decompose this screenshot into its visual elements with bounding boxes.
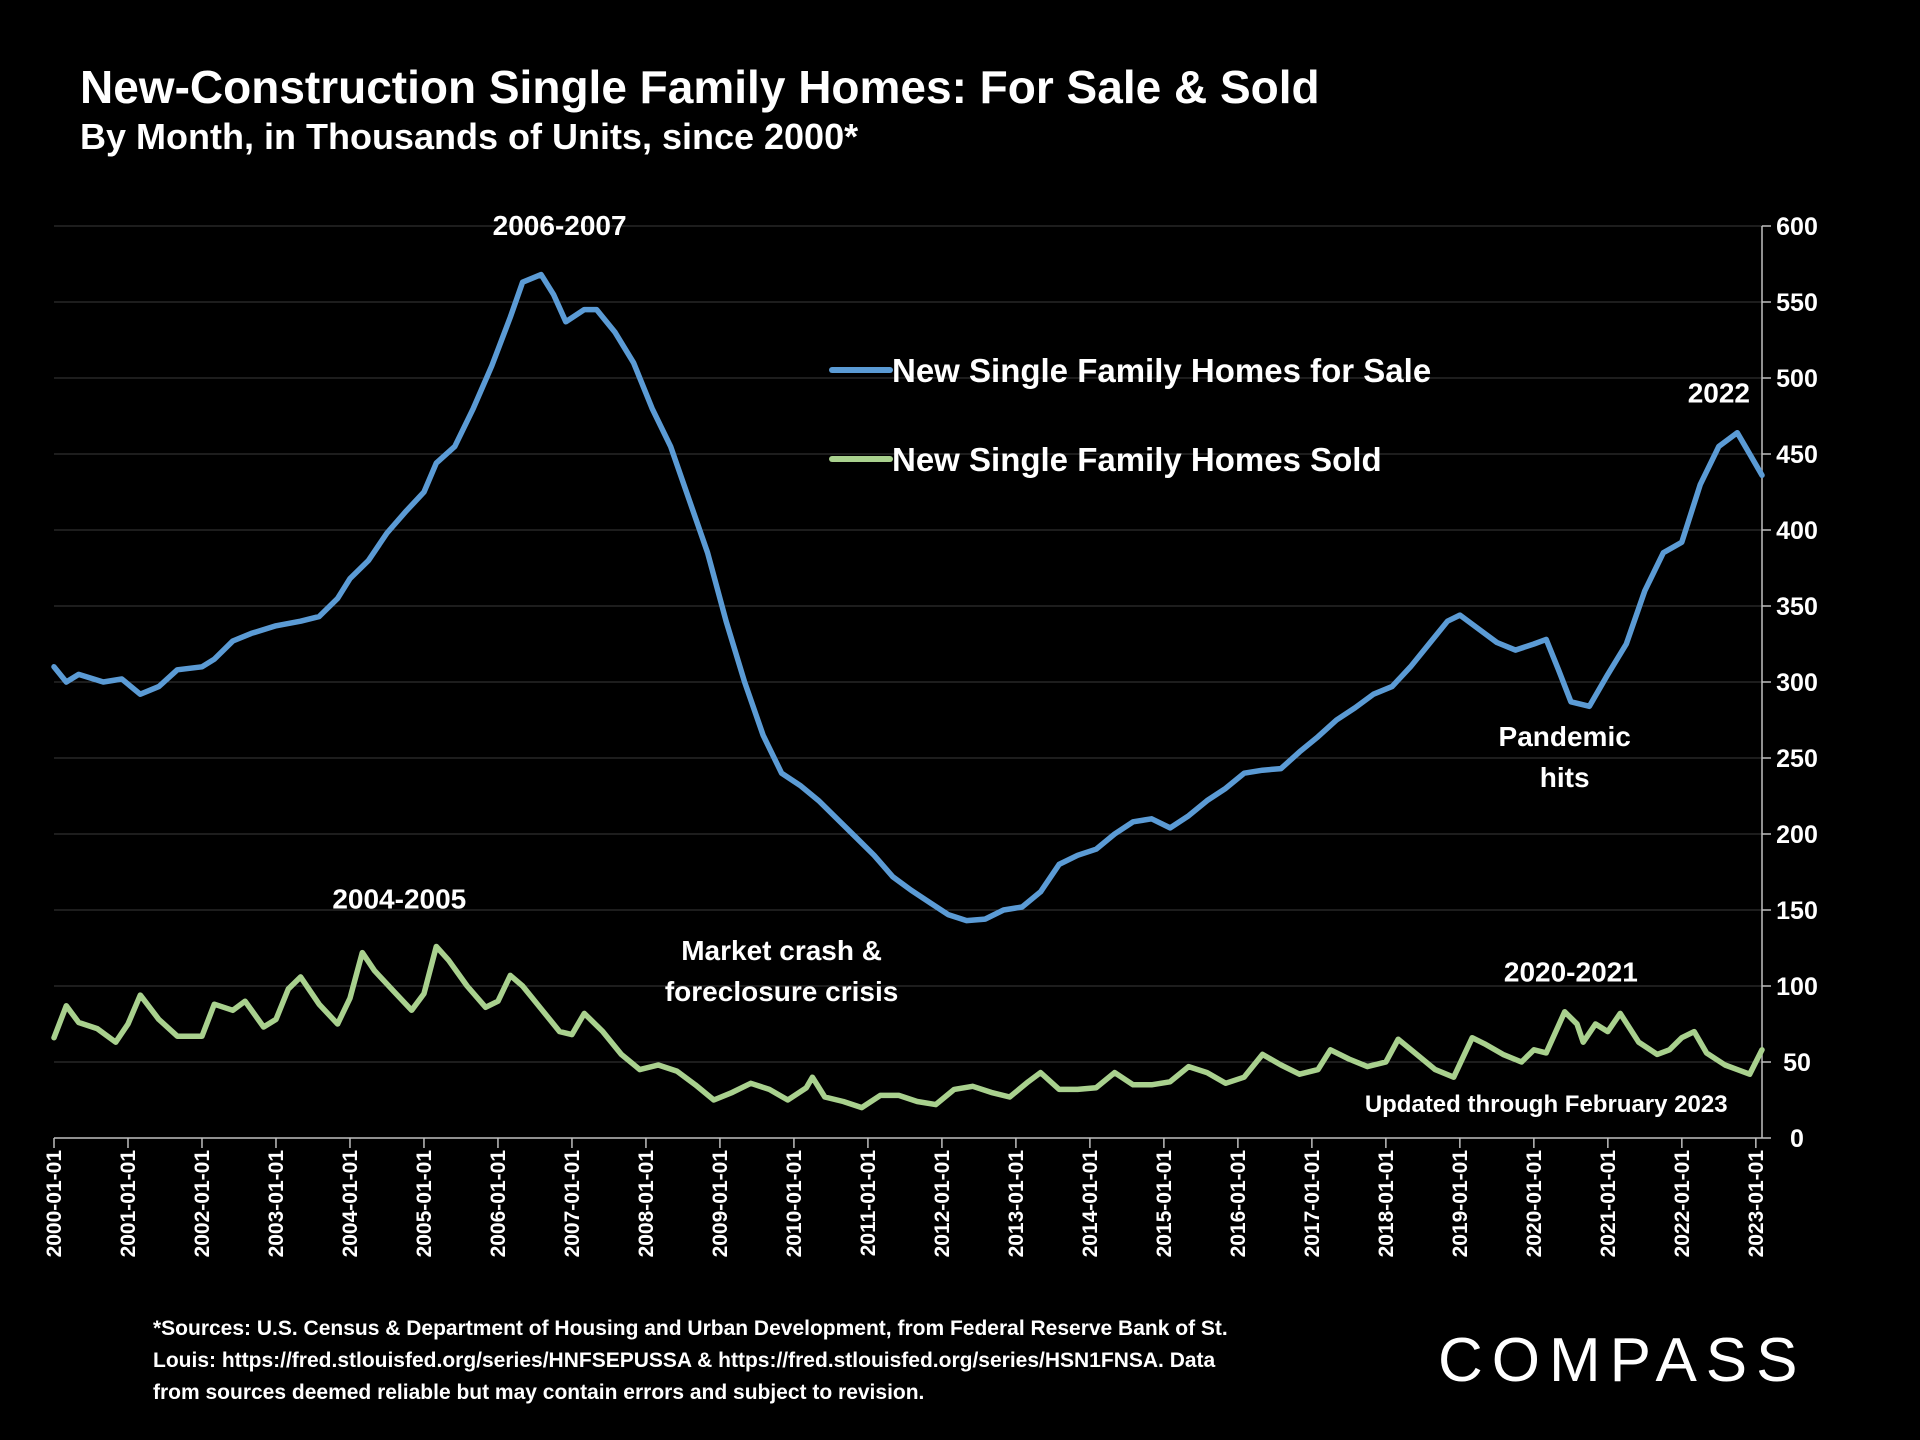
legend-label: New Single Family Homes for Sale: [892, 352, 1431, 389]
x-tick-label: 2000-01-01: [43, 1150, 66, 1258]
y-tick-label: 500: [1776, 365, 1818, 393]
chart-annotation: foreclosure crisis: [665, 976, 898, 1007]
chart-annotation: 2006-2007: [493, 210, 627, 241]
x-tick-label: 2014-01-01: [1079, 1150, 1102, 1258]
series-line-for-sale: [51, 271, 1765, 924]
x-tick-label: 2007-01-01: [561, 1150, 584, 1258]
x-tick-label: 2008-01-01: [635, 1150, 658, 1258]
y-tick-label: 400: [1776, 517, 1818, 545]
x-tick-label: 2003-01-01: [265, 1150, 288, 1258]
chart-annotation: Pandemic: [1499, 721, 1631, 752]
legend-label: New Single Family Homes Sold: [892, 441, 1382, 478]
x-tick-label: 2012-01-01: [931, 1150, 954, 1258]
x-tick-label: 2022-01-01: [1671, 1150, 1694, 1258]
chart-annotation: 2004-2005: [332, 883, 466, 914]
chart-annotation: 2020-2021: [1504, 956, 1638, 987]
x-tick-label: 2019-01-01: [1449, 1150, 1472, 1258]
y-tick-label: 0: [1790, 1125, 1804, 1153]
x-tick-label: 2010-01-01: [783, 1150, 806, 1258]
source-line-2: Louis: https://fred.stlouisfed.org/serie…: [153, 1349, 1216, 1372]
logo-letter: C: [1438, 1326, 1492, 1395]
y-tick-label: 50: [1783, 1049, 1811, 1077]
compass-logo: COMPASS: [1438, 1325, 1807, 1396]
y-tick-label: 600: [1776, 213, 1818, 241]
x-tick-label: 2006-01-01: [487, 1150, 510, 1258]
logo-letter: S: [1705, 1326, 1757, 1395]
logo-letter: O: [1491, 1326, 1550, 1395]
x-tick-label: 2004-01-01: [339, 1150, 362, 1258]
x-tick-label: 2002-01-01: [191, 1150, 214, 1258]
y-tick-label: 550: [1776, 289, 1818, 317]
chart-annotation: 2022: [1688, 377, 1750, 408]
chart-title: New-Construction Single Family Homes: Fo…: [80, 61, 1320, 113]
x-tick-label: 2001-01-01: [117, 1150, 140, 1258]
y-tick-label: 100: [1776, 973, 1818, 1001]
x-tick-label: 2023-01-01: [1745, 1150, 1768, 1258]
series-line-sold: [51, 943, 1765, 1111]
y-tick-label: 450: [1776, 441, 1818, 469]
chart-annotation: hits: [1540, 762, 1590, 793]
y-tick-label: 200: [1776, 821, 1818, 849]
x-tick-label: 2017-01-01: [1301, 1150, 1324, 1258]
x-tick-label: 2013-01-01: [1005, 1150, 1028, 1258]
x-tick-label: 2005-01-01: [413, 1150, 436, 1258]
x-tick-label: 2011-01-01: [857, 1150, 880, 1257]
y-tick-label: 250: [1776, 745, 1818, 773]
x-tick-label: 2016-01-01: [1227, 1150, 1250, 1258]
x-tick-label: 2009-01-01: [709, 1150, 732, 1258]
logo-letter: A: [1655, 1326, 1706, 1395]
x-tick-label: 2020-01-01: [1523, 1150, 1546, 1258]
line-chart: 0 50 100 150 200 250 300 350 400 450 500 550 600 2000…: [43, 210, 1818, 1258]
y-tick-label: 350: [1776, 593, 1818, 621]
x-tick-label: 2021-01-01: [1597, 1150, 1620, 1258]
y-tick-label: 300: [1776, 669, 1818, 697]
logo-letter: P: [1609, 1326, 1656, 1395]
source-line-3: from sources deemed reliable but may con…: [153, 1381, 925, 1404]
chart-annotation: Updated through February 2023: [1365, 1091, 1728, 1118]
x-tick-label: 2015-01-01: [1153, 1150, 1176, 1258]
chart-annotation: Market crash &: [681, 935, 882, 966]
chart-subtitle: By Month, in Thousands of Units, since 2…: [80, 116, 859, 157]
logo-letter: S: [1756, 1326, 1807, 1395]
source-line-1: *Sources: U.S. Census & Department of Ho…: [153, 1317, 1228, 1340]
logo-letter: M: [1549, 1326, 1610, 1395]
source-note: *Sources: U.S. Census & Department of Ho…: [153, 1313, 1383, 1409]
x-tick-label: 2018-01-01: [1375, 1150, 1398, 1258]
y-tick-label: 150: [1776, 897, 1818, 925]
